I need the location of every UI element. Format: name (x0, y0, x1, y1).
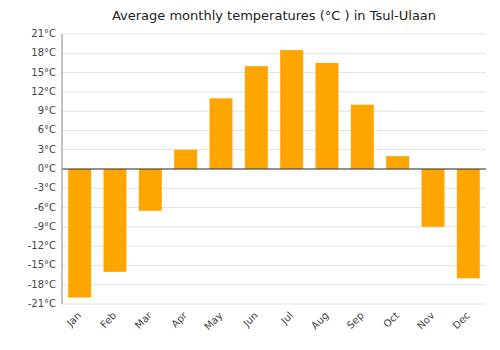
y-tick-label: 15°C (31, 67, 56, 78)
bar (457, 169, 480, 278)
x-tick-label: Apr (169, 309, 190, 330)
x-tick-label: May (202, 310, 224, 332)
y-tick-label: 21°C (31, 28, 56, 39)
y-tick-label: 3°C (38, 144, 56, 155)
x-tick-label: Aug (309, 310, 331, 332)
grid-line (62, 304, 486, 305)
grid-line (62, 149, 486, 150)
y-tick-label: 9°C (38, 105, 56, 116)
title: Average monthly temperatures (°C ) in Ts… (112, 8, 436, 23)
grid-line (62, 169, 486, 170)
y-tick-label: -9°C (34, 221, 56, 232)
y-tick-label: -12°C (28, 240, 56, 251)
bar (210, 98, 233, 169)
y-tick-label: 0°C (38, 163, 56, 174)
bar (174, 150, 197, 169)
y-tick-label: -6°C (34, 202, 56, 213)
x-tick-label: Feb (98, 310, 118, 330)
x-tick-label: Nov (415, 310, 437, 332)
bar (280, 50, 303, 169)
x-tick-label: Jul (278, 310, 295, 327)
bar (422, 169, 445, 227)
bar (104, 169, 127, 272)
grid-line (62, 284, 486, 285)
bar (316, 63, 339, 169)
bars (68, 50, 480, 297)
y-tick-label: 12°C (31, 86, 56, 97)
x-tick-label: Sep (345, 310, 366, 331)
bar (386, 156, 409, 169)
x-tick-label: Jun (240, 310, 260, 330)
y-tick-label: -15°C (28, 259, 56, 270)
grid-line (62, 53, 486, 54)
chart: Average monthly temperatures (°C ) in Ts… (0, 0, 500, 350)
grid (62, 34, 486, 304)
y-axis-line (62, 34, 63, 304)
grid-line (62, 111, 486, 112)
x-tick-label: Dec (450, 310, 471, 331)
grid-line (62, 91, 486, 92)
y-tick-label: 6°C (38, 124, 56, 135)
x-tick-label: Oct (381, 310, 401, 330)
x-tick-label: Jan (64, 310, 83, 329)
y-tick-label: -18°C (28, 279, 56, 290)
y-tick-label: 18°C (31, 47, 56, 58)
grid-line (62, 130, 486, 131)
bar (351, 105, 374, 169)
y-tick-label: -21°C (28, 298, 56, 309)
x-tick-label: Mar (133, 309, 155, 331)
y-tick-label: -3°C (34, 182, 56, 193)
grid-line (62, 34, 486, 35)
bar (245, 66, 268, 169)
bar (139, 169, 162, 211)
zero-line (62, 168, 486, 169)
grid-line (62, 72, 486, 73)
bar (68, 169, 91, 298)
